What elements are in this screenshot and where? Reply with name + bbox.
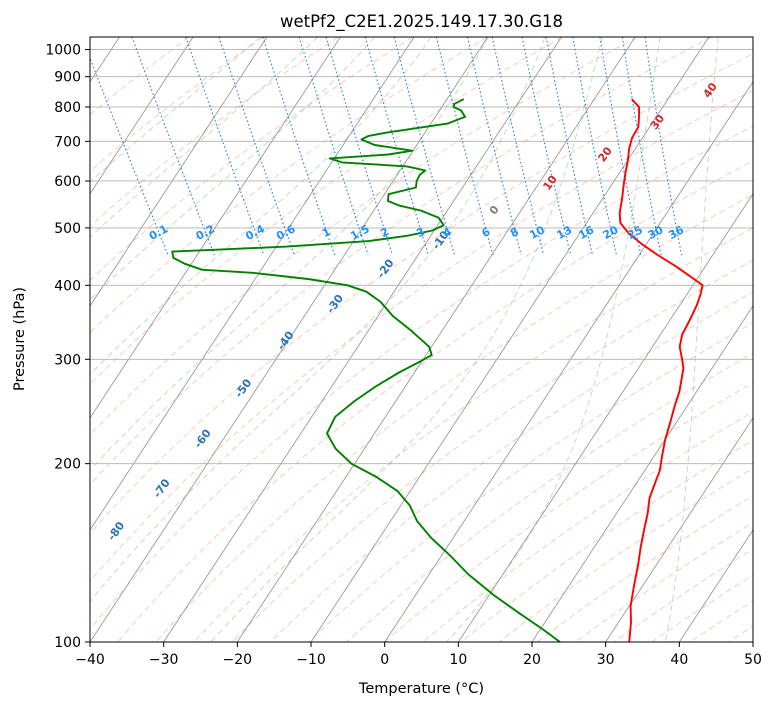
mixing-ratio-line <box>572 37 617 256</box>
x-tick-label: −20 <box>223 652 253 668</box>
dry-adiabat <box>575 522 753 642</box>
dry-adiabat <box>90 53 753 535</box>
mixing-ratio-label: 20 <box>601 223 621 242</box>
y-tick-label: 300 <box>54 352 81 368</box>
moist-adiabat <box>210 37 603 642</box>
mixing-ratio-line <box>393 37 456 256</box>
isotherm-line <box>90 37 415 531</box>
moist-adiabat <box>446 37 661 642</box>
isotherm-line <box>90 37 194 195</box>
x-tick-label: 20 <box>523 652 541 668</box>
isotherm-line <box>605 417 753 642</box>
dry-adiabat <box>460 439 753 642</box>
background-lines <box>90 37 775 642</box>
dry-adiabat <box>270 291 753 642</box>
isotherm-line <box>678 529 753 642</box>
mixing-ratio-line <box>491 37 545 256</box>
moist-adiabat <box>90 37 261 183</box>
mixing-ratio-line <box>621 37 662 256</box>
moist-adiabat <box>90 37 432 376</box>
y-tick-label: 700 <box>54 134 81 150</box>
isotherm-line <box>531 305 753 642</box>
dry-adiabat <box>231 259 753 642</box>
x-tick-label: −10 <box>296 652 326 668</box>
isotherm-line <box>236 37 636 642</box>
y-tick-label: 800 <box>54 100 81 116</box>
x-tick-label: 50 <box>744 652 762 668</box>
mixing-ratio-line <box>90 56 169 256</box>
dry-adiabat <box>766 37 775 642</box>
x-tick-label: −40 <box>75 652 105 668</box>
y-tick-label: 400 <box>54 278 81 294</box>
dry-adiabat <box>90 37 339 228</box>
sounding-profiles <box>171 98 704 642</box>
dry-adiabat <box>90 37 563 385</box>
mixing-ratio-line <box>521 37 572 256</box>
mixing-ratio-line <box>131 37 215 256</box>
mixing-ratio-line <box>644 37 683 256</box>
dry-adiabat <box>384 382 753 642</box>
dry-adiabat <box>422 411 753 642</box>
plot-frame <box>89 36 754 643</box>
mixing-ratio-line <box>599 37 642 256</box>
mixing-ratio-label: 13 <box>555 223 575 242</box>
dry-adiabat <box>90 89 753 583</box>
x-tick-label: 0 <box>380 652 389 668</box>
dry-adiabat <box>90 37 414 281</box>
dry-adiabat <box>117 160 753 642</box>
mixing-ratio-label: 36 <box>666 223 686 242</box>
x-tick-label: −30 <box>149 652 179 668</box>
dry-adiabat <box>498 467 753 642</box>
dry-adiabat <box>193 227 753 642</box>
moist-adiabat <box>90 37 489 472</box>
dry-adiabat <box>90 125 753 630</box>
mixing-ratio-line <box>185 37 265 256</box>
chart-title: wetPf2_C2E1.2025.149.17.30.G18 <box>280 12 563 32</box>
mixing-ratio-line <box>364 37 429 256</box>
temperature-profile <box>618 98 704 642</box>
mixing-ratio-label: 25 <box>625 223 645 242</box>
x-tick-label: 30 <box>597 652 615 668</box>
isotherm-line <box>384 80 753 642</box>
y-tick-label: 600 <box>54 174 81 190</box>
mixing-ratio-line <box>545 37 594 256</box>
mixing-ratio-line <box>466 37 522 256</box>
moist-adiabat <box>90 37 319 238</box>
x-tick-label: 40 <box>670 652 688 668</box>
y-axis-title: Pressure (hPa) <box>12 287 28 391</box>
isotherm-line <box>310 37 710 642</box>
y-tick-label: 1000 <box>45 43 81 59</box>
isotherm-line <box>90 37 268 307</box>
moist-adiabat <box>90 37 546 603</box>
mixing-ratio-label: 30 <box>646 223 666 242</box>
isotherm-line <box>457 193 753 642</box>
isotherm-line <box>163 37 562 642</box>
dry-adiabat <box>90 37 638 436</box>
mixing-ratio-label: 10 <box>527 223 547 242</box>
x-axis: −40 −30 −20 −10 0 10 20 30 40 50 <box>75 642 762 668</box>
isotherm-line <box>90 37 341 419</box>
dewpoint-profile <box>171 98 561 642</box>
y-axis: 100 200 300 400 500 600 700 800 900 1000 <box>45 43 90 651</box>
y-tick-label: 500 <box>54 221 81 237</box>
x-tick-label: 10 <box>449 652 467 668</box>
y-tick-label: 900 <box>54 70 81 86</box>
mixing-ratio-label: 16 <box>577 223 597 242</box>
y-tick-label: 200 <box>54 457 81 473</box>
y-tick-label: 100 <box>54 635 81 651</box>
x-axis-title: Temperature (°C) <box>358 681 484 697</box>
isotherm-line <box>752 641 753 642</box>
mixing-ratio-line <box>435 37 494 256</box>
